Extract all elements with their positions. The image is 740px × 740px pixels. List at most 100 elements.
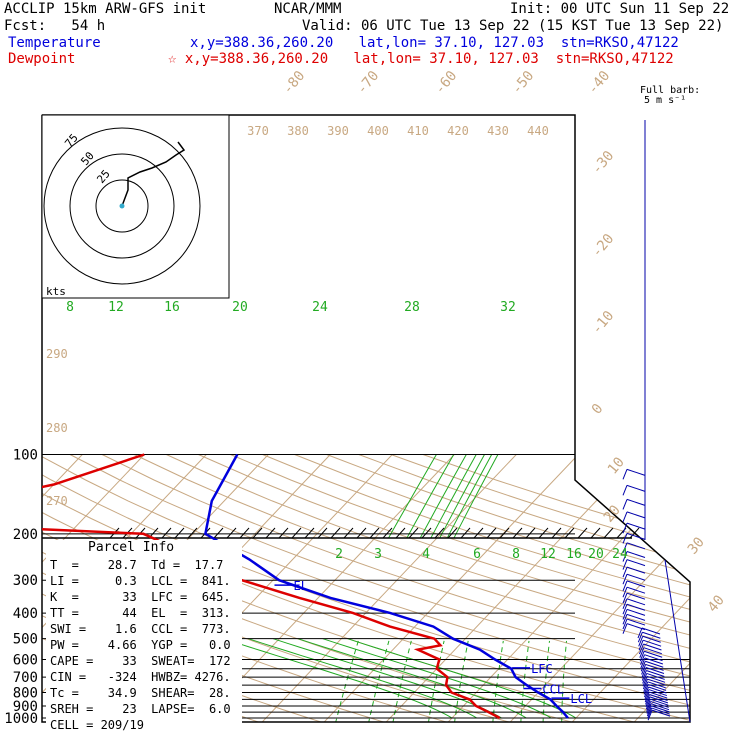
dry-adiabat-line xyxy=(262,454,690,722)
wind-barb-flag xyxy=(622,542,628,554)
wind-barb-flag xyxy=(622,574,628,585)
mixing-ratio-label: 4 xyxy=(422,547,430,562)
wind-barb-flag xyxy=(622,580,628,592)
hodograph-ring xyxy=(69,153,175,259)
dry-adiabat-line xyxy=(326,454,690,722)
isotherm-label: 40 xyxy=(705,592,728,615)
parcel-info-row: Tc = 34.9 SHEAR= 28. xyxy=(50,686,231,700)
mixing-ratio-label: 24 xyxy=(312,300,328,315)
dry-adiabat-line xyxy=(230,454,690,722)
wind-barb xyxy=(650,698,669,706)
divider-hatch xyxy=(421,527,432,539)
divider-hatch xyxy=(434,527,445,539)
mixing-ratio-label: 12 xyxy=(108,300,124,315)
theta-label: 440 xyxy=(527,124,549,138)
wind-barb xyxy=(649,693,668,701)
level-label-ccl: CCL xyxy=(542,683,564,697)
mixing-ratio-line xyxy=(419,454,467,538)
wind-barb xyxy=(626,586,646,594)
divider-hatch xyxy=(551,527,562,539)
wind-barb xyxy=(626,573,646,581)
pressure-tick-label: 100 xyxy=(13,448,38,464)
wind-barb xyxy=(651,707,670,715)
wind-barb xyxy=(626,566,646,574)
divider-hatch xyxy=(460,527,471,539)
mixing-ratio-label: 32 xyxy=(500,300,516,315)
wind-barb-flag xyxy=(643,681,649,692)
wind-barb xyxy=(649,691,668,699)
dry-adiabat-line xyxy=(42,454,690,722)
divider-hatch xyxy=(343,527,354,539)
divider-hatch xyxy=(291,527,302,539)
divider-hatch xyxy=(447,527,458,539)
divider-hatch xyxy=(226,527,237,539)
wind-barb xyxy=(626,484,646,492)
wind-barb-flag xyxy=(622,592,628,604)
wind-barb-flag xyxy=(639,651,645,662)
level-label-el: EL xyxy=(293,579,307,593)
mixing-ratio-label: 8 xyxy=(512,547,520,562)
wind-barb xyxy=(651,709,671,717)
wind-barb-flag xyxy=(644,691,650,703)
mixing-ratio-label: 8 xyxy=(66,300,74,315)
divider-hatch xyxy=(369,527,380,539)
hodograph-ring xyxy=(43,127,201,285)
wind-barb xyxy=(644,657,664,665)
mixing-ratio-line xyxy=(439,454,485,538)
wind-barb xyxy=(626,468,646,476)
divider-hatch xyxy=(161,527,172,539)
wind-barb xyxy=(643,643,662,651)
isotherm-label: 10 xyxy=(605,454,628,477)
wind-barb-flag xyxy=(646,705,652,717)
pressure-tick-label: 200 xyxy=(13,527,38,543)
wind-barb xyxy=(626,559,646,567)
isotherm-line xyxy=(384,454,641,722)
parcel-info-title: Parcel Info xyxy=(88,540,175,555)
parcel-info-row: PW = 4.66 YGP = 0.0 xyxy=(50,638,231,652)
wind-barb-flag xyxy=(638,636,644,647)
wind-barb-flag xyxy=(642,676,648,687)
wind-barb-flag xyxy=(622,559,628,570)
divider-hatch xyxy=(395,527,406,539)
isotherm-line xyxy=(570,454,690,722)
wind-barb-flag xyxy=(622,485,628,496)
isotherm-label: 30 xyxy=(685,534,708,557)
isotherm-line xyxy=(446,454,690,722)
wind-barb-flag xyxy=(622,614,628,625)
theta-label: 410 xyxy=(407,124,429,138)
wind-barb xyxy=(626,613,646,621)
mixing-ratio-label: 12 xyxy=(540,547,556,562)
wind-barb xyxy=(650,703,670,711)
divider-hatch xyxy=(265,527,276,539)
wind-barb xyxy=(626,608,646,616)
wind-barb xyxy=(626,598,646,606)
pressure-tick-label: 1000 xyxy=(4,711,38,727)
header-line1-center: NCAR/MMM xyxy=(274,1,342,17)
divider-hatch xyxy=(213,527,224,539)
sounding-profiles xyxy=(42,453,569,720)
wind-barb-flag xyxy=(640,654,645,665)
wind-barb xyxy=(650,700,669,708)
wind-barb xyxy=(645,660,664,668)
wind-barb-flag xyxy=(622,618,628,630)
wind-barb xyxy=(641,627,661,635)
wind-barb xyxy=(644,650,663,658)
parcel-info-row: LI = 0.3 LCL = 841. xyxy=(50,574,231,588)
divider-hatch xyxy=(564,527,575,539)
dry-adiabat-line xyxy=(133,454,690,722)
wind-barb xyxy=(626,522,646,530)
parcel-info-rows: T = 28.7 Td = 17.7 LI = 0.3 LCL = 841. K =… xyxy=(50,557,246,733)
wind-barb-flag xyxy=(641,667,647,678)
isotherm-label: -70 xyxy=(354,68,383,98)
barb-scale-units: 5 m s⁻¹ xyxy=(644,95,687,106)
mixing-ratio-label: 24 xyxy=(612,547,628,562)
wind-barb-flag xyxy=(622,469,628,480)
dewpoint-legend-label: Dewpoint xyxy=(8,51,76,67)
mixing-ratio-label: 20 xyxy=(232,300,248,315)
divider-hatch xyxy=(356,527,367,539)
temperature-profile xyxy=(204,453,569,719)
theta-label: 400 xyxy=(367,124,389,138)
level-annotations: EL LFC CCL LCL xyxy=(274,579,592,706)
parcel-info-row: K = 33 LFC = 645. xyxy=(50,590,231,604)
